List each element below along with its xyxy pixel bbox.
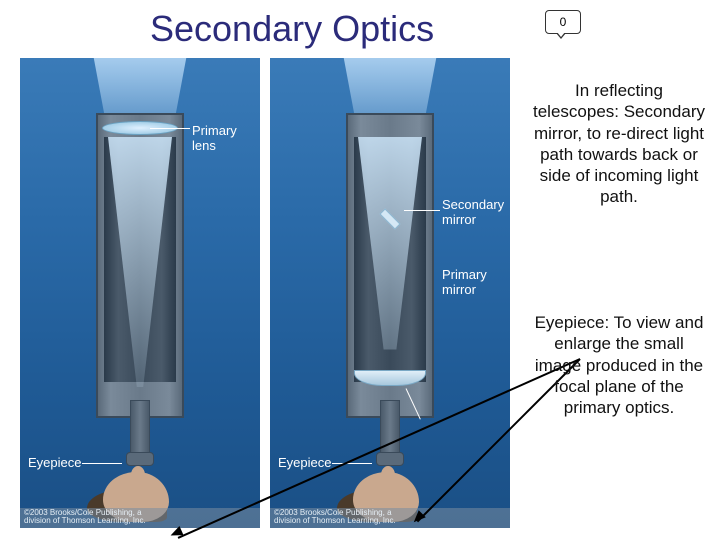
label-primary-lens: Primary lens <box>192 124 237 154</box>
label-eyepiece-left: Eyepiece <box>28 456 81 471</box>
incoming-light-left <box>90 58 190 118</box>
arrowhead-left <box>168 526 183 540</box>
label-primary-mirror: Primary mirror <box>442 268 487 298</box>
comment-count: 0 <box>560 15 567 29</box>
reflector-panel: Secondary mirror Primary mirror Eyepiece… <box>270 58 510 528</box>
refractor-tube <box>96 113 184 418</box>
label-eyepiece-right: Eyepiece <box>278 456 331 471</box>
page-title: Secondary Optics <box>150 8 434 50</box>
observer-nose-left <box>131 466 145 484</box>
paragraph-secondary-mirror: In reflecting telescopes: Secondary mirr… <box>530 80 708 208</box>
observer-nose-right <box>381 466 395 484</box>
refractor-panel: Primary lens Eyepiece ©2003 Brooks/Cole … <box>20 58 260 528</box>
label-secondary-mirror: Secondary mirror <box>442 198 504 228</box>
copyright-right: ©2003 Brooks/Cole Publishing, a division… <box>270 508 510 528</box>
label-line-primary-lens <box>150 128 190 129</box>
incoming-light-right <box>340 58 440 118</box>
comment-count-badge[interactable]: 0 <box>545 10 581 34</box>
diagram-area: Primary lens Eyepiece ©2003 Brooks/Cole … <box>20 58 520 528</box>
reflector-tube <box>346 113 434 418</box>
primary-mirror <box>354 370 426 386</box>
label-line-secondary-mirror <box>404 210 440 211</box>
paragraph-eyepiece: Eyepiece: To view and enlarge the small … <box>530 312 708 418</box>
refractor-eyepiece-stem <box>130 400 150 456</box>
